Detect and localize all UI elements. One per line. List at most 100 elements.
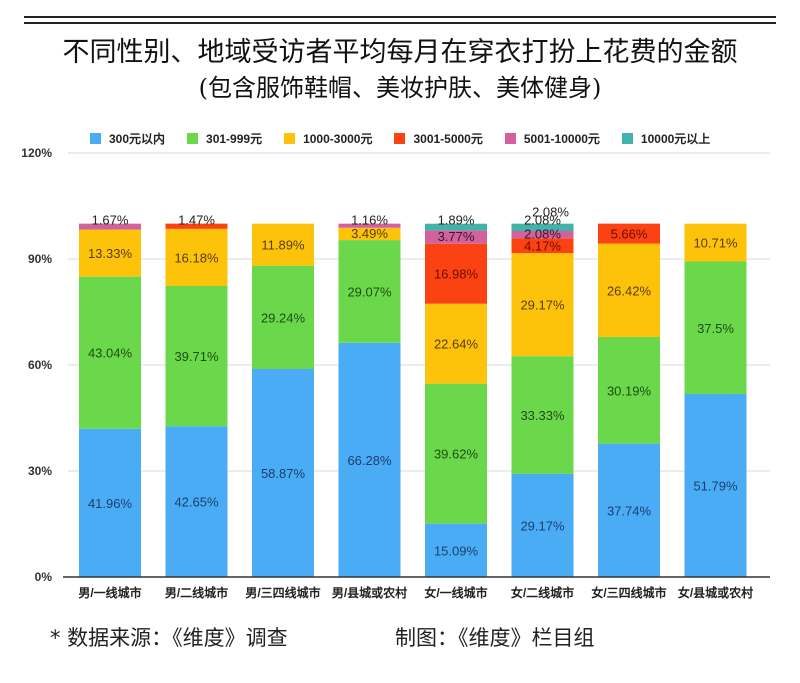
y-tick-label: 60% [28,358,52,372]
x-tick-label: 女/县城或农村 [678,585,753,600]
data-label: 29.17% [520,298,565,313]
x-tick-label: 女/二线城市 [511,585,574,600]
legend-swatch [284,133,296,144]
bar-segment [79,428,141,577]
bar-segment [79,276,141,429]
data-label: 37.74% [607,503,652,518]
x-tick-label: 男/二线城市 [165,585,228,600]
bar-segment [338,223,401,228]
footer-credit: 制图：《维度》栏目组 [395,626,595,650]
data-label: 39.62% [434,447,479,462]
bar-segment [165,228,228,286]
data-label: 5.66% [611,227,648,242]
data-label: 42.65% [174,495,219,510]
data-label: 15.09% [434,543,479,558]
title-rule-top [24,16,776,18]
bar-segment [511,223,574,232]
data-label: 51.79% [693,479,738,494]
bar-segment [511,253,574,357]
legend-item: 1000-3000元 [284,130,372,147]
bar-segment [511,231,574,239]
title-rule-bottom [24,22,776,24]
x-tick-label: 男/县城或农村 [332,585,407,600]
legend-label: 5001-10000元 [523,132,600,146]
bar-segment [165,285,228,427]
bar-segment [425,223,487,231]
data-label: 33.33% [520,408,565,423]
data-label: 1.89% [438,213,475,228]
data-label: 2.08% [524,227,561,242]
data-label: 1.67% [92,213,129,228]
data-label: 2.08% [524,213,561,228]
bar-segment [338,227,401,241]
bar-segment [425,230,487,244]
bar-segment [425,523,487,577]
legend: 300元以内 301-999元 1000-3000元 3001-5000元 5001-1… [90,130,710,147]
bar-segment [252,368,314,577]
y-tick-label: 120% [21,146,52,160]
data-label: 13.33% [88,246,133,261]
y-tick-label: 90% [28,252,52,266]
legend-label: 300元以内 [109,132,166,146]
chart-subtitle: (包含服饰鞋帽、美妆护肤、美体健身) [198,74,602,102]
data-label: 1.47% [178,213,215,228]
legend-item: 301-999元 [187,130,262,147]
legend-label: 10000元以上 [640,132,711,146]
data-label: 10.71% [693,236,738,251]
bar-segment [684,394,747,577]
legend-item: 300元以内 [90,130,165,147]
chart-title: 不同性别、地域受访者平均每月在穿衣打扮上花费的金额 [62,37,738,68]
y-tick-label: 0% [35,570,53,584]
bar-segment [79,229,141,277]
x-tick-label: 男/一线城市 [78,585,141,600]
data-label: 26.42% [607,283,652,298]
legend-label: 1000-3000元 [303,132,373,146]
bar-segment [252,223,314,266]
data-label: 41.96% [88,496,133,511]
data-label: 58.87% [261,466,306,481]
bar-segment [425,303,487,384]
bar-segment [598,223,660,244]
data-label: 16.98% [434,267,479,282]
legend-swatch [504,133,516,144]
bar-segment [165,223,228,229]
data-label: 29.17% [520,518,565,533]
bar-segment [338,240,401,343]
data-label: 16.18% [174,250,219,265]
legend-swatch [90,133,101,144]
bar-segment [511,356,574,474]
legend-label: 301-999元 [206,132,263,146]
legend-swatch [394,133,406,144]
data-label: 29.24% [261,310,306,325]
legend-swatch [621,133,633,144]
data-label: 3.77% [438,229,475,244]
y-tick-label: 30% [28,464,52,478]
legend-swatch [187,133,199,144]
legend-item: 3001-5000元 [394,130,483,147]
x-tick-label: 女/一线城市 [424,585,487,600]
bar-segment [598,443,660,577]
data-label: 66.28% [347,453,392,468]
bar-segment [511,238,574,254]
data-label: 11.89% [261,238,305,253]
data-label: 22.64% [434,337,479,352]
data-label: 37.5% [697,321,734,336]
data-label: 43.04% [88,346,133,361]
bar-segment [684,223,747,262]
bar-segment [425,243,487,304]
bar-segment [598,336,660,444]
data-label: 30.19% [607,383,652,398]
bar-segment [684,261,747,395]
data-label: 3.49% [351,226,388,241]
footer-source: * 数据来源：《维度》调查 [50,626,288,650]
bar-segment [511,473,574,577]
bar-segment [338,342,401,577]
data-label: 29.07% [347,284,392,299]
legend-item: 10000元以上 [621,130,711,147]
legend-label: 3001-5000元 [413,132,483,146]
bar-segment [165,426,228,577]
bar-segment [598,243,660,337]
bar-segment [252,265,314,369]
bar-segment [425,383,487,524]
